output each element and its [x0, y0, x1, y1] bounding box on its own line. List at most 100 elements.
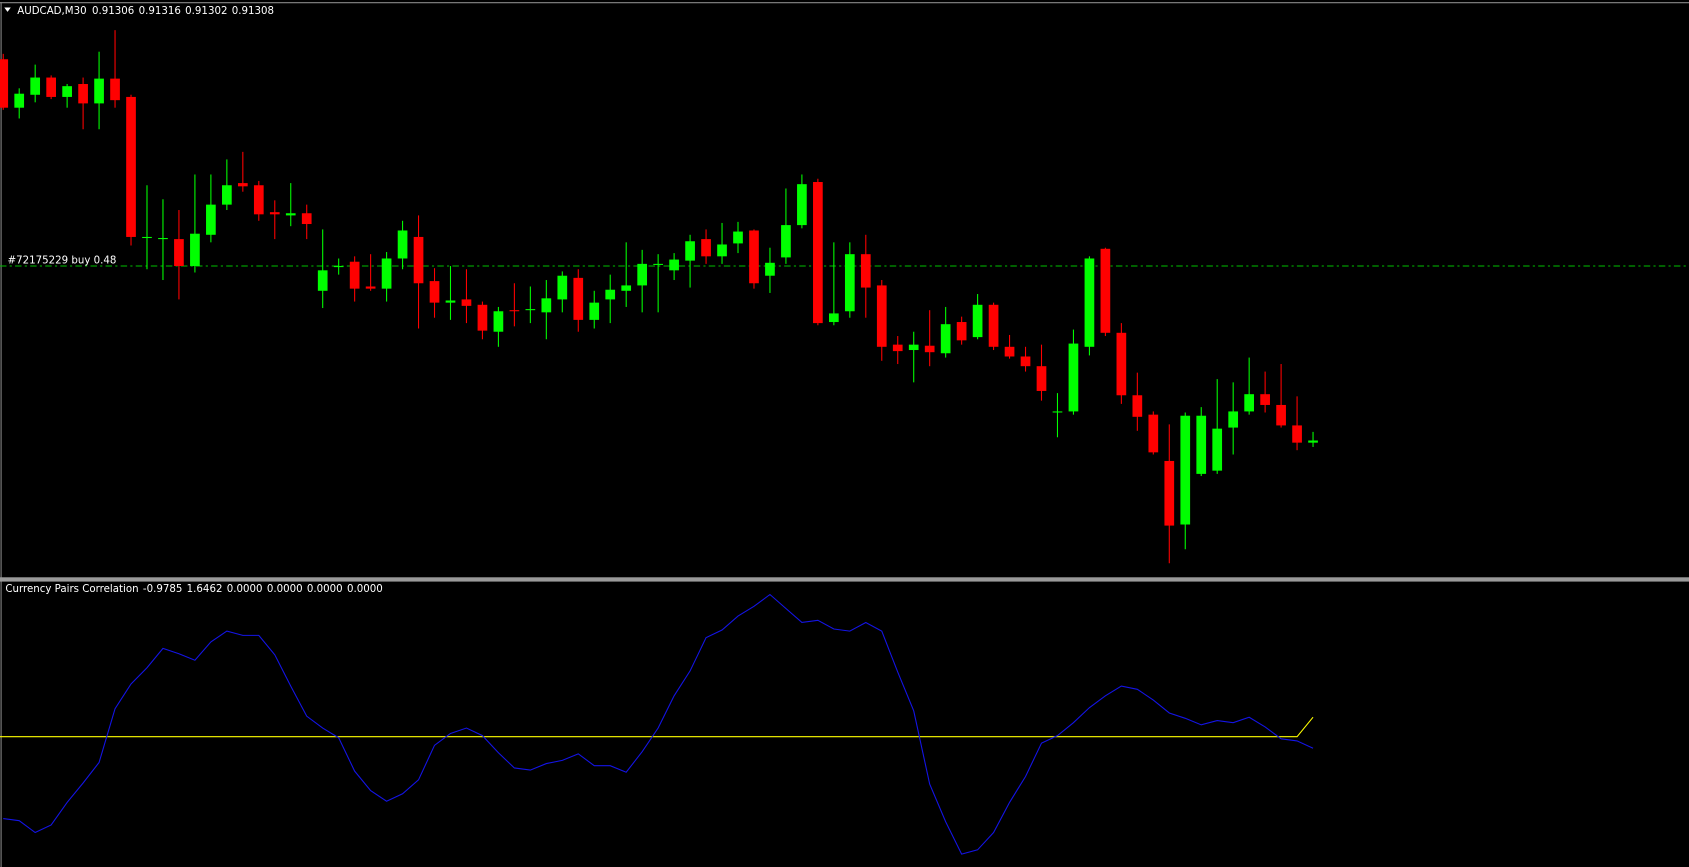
symbol: AUDCAD,M30: [17, 6, 86, 17]
high-value: 0.91316: [139, 6, 181, 17]
indicator-line: [0, 716, 1314, 738]
candle-body: [924, 345, 935, 353]
candle-body: [1260, 394, 1270, 405]
candle-body: [397, 230, 408, 259]
buffer-value: 1.6462: [187, 584, 223, 595]
candle-body: [621, 285, 632, 291]
candle-body: [1068, 343, 1079, 412]
indicator-title: Currency Pairs Correlation: [5, 584, 138, 595]
panel-separator: [0, 577, 1689, 582]
indicator-header: Currency Pairs Correlation -0.9785 1.6462 0…: [5, 584, 382, 595]
candle-body: [1148, 414, 1159, 453]
open-value: 0.91306: [92, 6, 134, 17]
candle-body: [1212, 428, 1223, 471]
candle-body: [892, 344, 903, 352]
candle-body: [0, 59, 9, 108]
candle-body: [14, 93, 25, 108]
buffer-value: 0.0000: [227, 584, 263, 595]
menu-arrow[interactable]: [4, 7, 11, 12]
candle-body: [381, 258, 392, 289]
candle-body: [701, 239, 711, 257]
candle-body: [1036, 366, 1047, 391]
candle-body: [222, 185, 232, 205]
candle-body: [237, 183, 248, 187]
candle-body: [1308, 440, 1318, 443]
candle-body: [1052, 411, 1063, 413]
candle-body: [908, 344, 919, 351]
candle-body: [78, 84, 88, 104]
buffer-value: 0.0000: [267, 584, 303, 595]
buffer-value: -0.9785: [143, 584, 182, 595]
price-header: AUDCAD,M30 0.91306 0.91316 0.91302 0.91308: [17, 6, 274, 17]
candle-body: [733, 231, 743, 244]
candle-body: [142, 236, 152, 239]
candle-body: [1228, 411, 1239, 428]
candle-body: [589, 302, 600, 320]
candle-body: [1196, 415, 1207, 474]
candle-body: [525, 309, 536, 311]
candle-body: [972, 304, 983, 338]
candle-body: [1180, 415, 1191, 525]
candle-body: [1276, 404, 1286, 426]
indicator-line: [3, 593, 1314, 855]
candle-body: [685, 241, 695, 261]
candle-body: [541, 298, 552, 313]
candle-body: [301, 213, 312, 225]
candle-body: [46, 77, 56, 97]
candle-body: [653, 263, 663, 265]
candle-body: [813, 182, 823, 324]
candle-body: [1020, 356, 1031, 367]
candle-body: [605, 289, 616, 300]
candle-body: [317, 270, 328, 291]
order-label: #72175229 buy 0.48: [8, 256, 117, 267]
candle-body: [445, 300, 456, 303]
candle-body: [110, 78, 120, 101]
candle-body: [429, 281, 440, 303]
candle-body: [269, 212, 280, 215]
candle-body: [988, 304, 999, 347]
candle-body: [637, 263, 648, 286]
candle-body: [94, 78, 104, 104]
candle-body: [1116, 332, 1127, 396]
candle-body: [1132, 395, 1143, 417]
candle-body: [174, 239, 184, 267]
candle-body: [749, 230, 759, 284]
candle-body: [461, 299, 472, 306]
candle-body: [477, 304, 488, 331]
candle-body: [828, 313, 839, 323]
candle-body: [781, 225, 791, 258]
candle-body: [126, 96, 136, 237]
candle-body: [1292, 425, 1302, 443]
candle-body: [1004, 346, 1015, 357]
candle-body: [860, 254, 871, 288]
candle-body: [413, 236, 424, 284]
candle-body: [333, 266, 344, 268]
candle-body: [509, 310, 520, 312]
candle-body: [573, 277, 584, 320]
candle-body: [190, 233, 200, 267]
candle-body: [717, 244, 727, 257]
candle-body: [844, 254, 855, 312]
candle-body: [557, 275, 568, 300]
candle-body: [1164, 460, 1175, 526]
candle-body: [349, 261, 360, 289]
candle-body: [1084, 258, 1095, 347]
candle-body: [493, 311, 504, 332]
close-value: 0.91308: [232, 6, 274, 17]
candle-body: [62, 86, 72, 97]
low-value: 0.91302: [185, 6, 227, 17]
candle-body: [158, 238, 168, 240]
candle-body: [940, 324, 951, 354]
candle-body: [206, 204, 216, 235]
candle-body: [1244, 394, 1254, 412]
candle-body: [1100, 248, 1111, 333]
candle-body: [956, 322, 967, 341]
candle-body: [765, 262, 775, 276]
candle-body: [876, 285, 887, 347]
candle-body: [253, 185, 264, 215]
candle-body: [797, 184, 807, 226]
buffer-value: 0.0000: [347, 584, 383, 595]
candle-body: [30, 77, 41, 95]
